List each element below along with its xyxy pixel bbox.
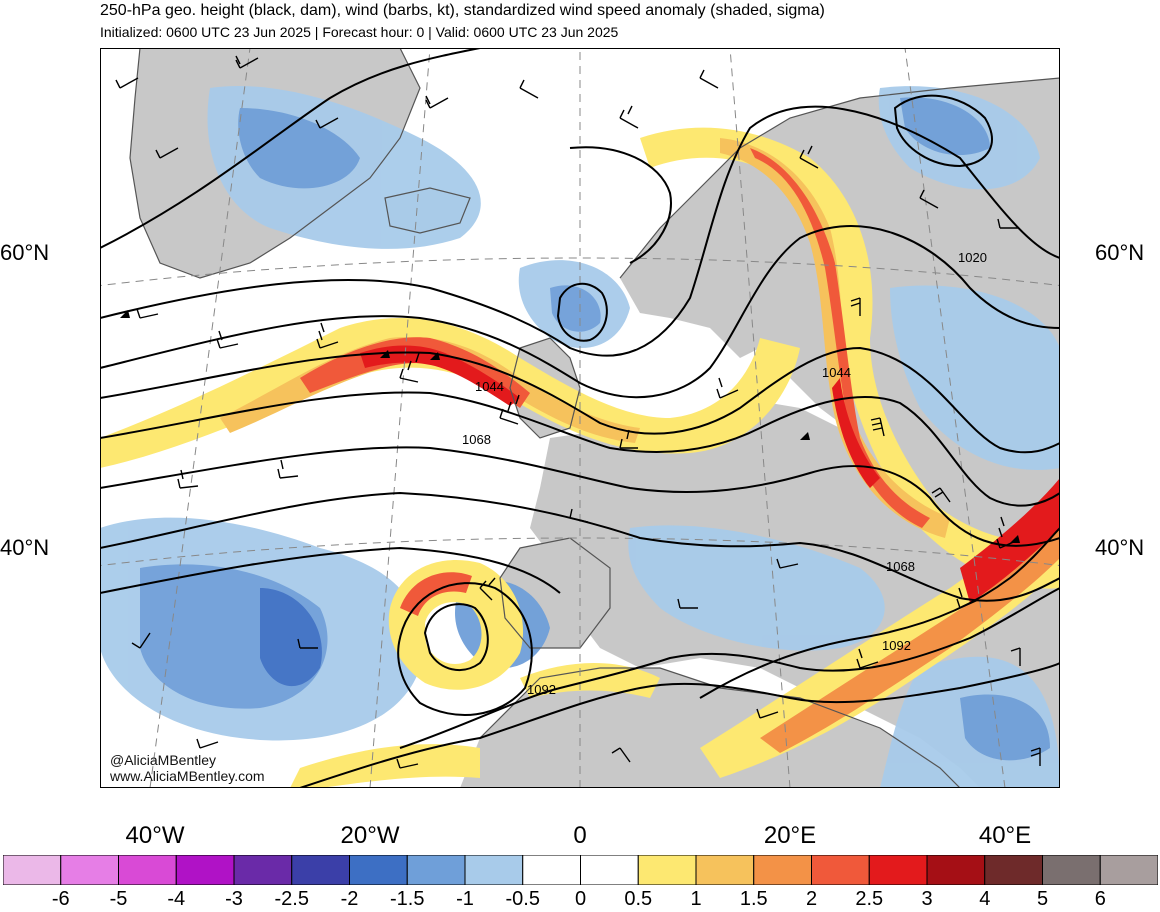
atlantic-jet-max	[360, 345, 520, 406]
colorbar-tick-label: -3	[225, 888, 243, 910]
lat-label-40n: 40°N	[0, 535, 50, 560]
colorbar-swatch	[522, 855, 581, 885]
height-contours	[100, 48, 1060, 788]
colorbar-swatch	[175, 855, 235, 885]
colorbar-swatch	[233, 855, 293, 885]
colorbar	[3, 855, 1158, 885]
coastlines	[129, 48, 1060, 788]
north-africa	[460, 668, 960, 788]
eastern-jet-mid	[760, 518, 1060, 753]
colorbar-tick-label: 2	[805, 888, 818, 910]
colorbar-tick-label: -0.5	[505, 888, 540, 910]
colorbar-swatch	[811, 855, 870, 885]
eastern-jet-outer	[700, 488, 1060, 778]
negative-anomaly-shading	[100, 86, 1060, 788]
lon-label-20e: 20°E	[763, 822, 817, 849]
colorbar-swatch	[3, 855, 62, 885]
wind-barb-flags	[120, 310, 1020, 543]
colorbar-tick-label: 1.5	[739, 888, 768, 910]
cutoff-low-ring-core	[400, 572, 472, 616]
colorbar-swatch	[695, 855, 755, 885]
colorbar-swatch	[60, 855, 119, 885]
scandinavian-jet-core	[750, 148, 930, 528]
lon-label-0: 0	[573, 822, 587, 849]
contour-label: 1092	[882, 638, 911, 653]
scandinavian-jet-max	[832, 378, 880, 488]
graticule	[100, 48, 1060, 788]
scandinavian-jet-mid	[720, 138, 950, 538]
lat-label-40n-right: 40°N	[1095, 535, 1145, 560]
colorbar-swatch	[291, 855, 350, 885]
colorbar-tick-label: 0	[574, 888, 587, 910]
colorbar-swatch	[580, 855, 639, 885]
colorbar-tick-label: -1	[456, 888, 474, 910]
contour-label: 1020	[958, 250, 987, 265]
colorbar-tick-label: -2.5	[274, 888, 309, 910]
colorbar-swatch	[984, 855, 1043, 885]
colorbar-tick-label: 5	[1036, 888, 1049, 910]
wind-barbs	[115, 55, 1041, 769]
atlantic-jet-mid	[220, 337, 640, 443]
contour-label: 1044	[822, 365, 851, 380]
gulf-band	[290, 744, 480, 788]
contour-label: 1068	[886, 559, 915, 574]
colorbar-tick-label: -6	[51, 888, 70, 910]
colorbar-swatch	[637, 855, 697, 885]
map-frame	[100, 48, 1060, 788]
chart-subtitle: Initialized: 0600 UTC 23 Jun 2025 | Fore…	[100, 24, 619, 40]
colorbar-tick-label: -1.5	[390, 888, 425, 910]
contour-label: 1068	[462, 432, 491, 447]
credit-site: www.AliciaMBentley.com	[110, 768, 265, 784]
colorbar-swatch	[406, 855, 466, 885]
colorbar-tick-label: 1	[690, 888, 702, 910]
lon-label-20w: 20°W	[340, 822, 400, 849]
colorbar-tick-label: 2.5	[855, 888, 884, 910]
colorbar-swatch	[753, 855, 812, 885]
colorbar-swatch	[349, 855, 408, 885]
colorbar-tick-label: -5	[109, 888, 128, 910]
contour-labels: 1020 1044 1044 1068 1068 1092 1092	[462, 250, 987, 697]
lon-label-40e: 40°E	[978, 822, 1032, 849]
colorbar-tick-label: -2	[340, 888, 359, 910]
colorbar-swatch	[1042, 855, 1101, 885]
colorbar-tick-label: 6	[1094, 888, 1106, 910]
colorbar-swatch	[118, 855, 177, 885]
lat-label-60n-right: 60°N	[1095, 240, 1145, 265]
colorbar-tick-label: 0.5	[624, 888, 653, 910]
eastern-jet-core	[960, 478, 1060, 603]
colorbar-tick-label: 4	[979, 888, 991, 910]
contour-label: 1044	[475, 379, 504, 394]
colorbar-tick-label: -4	[167, 888, 186, 910]
lon-label-40w: 40°W	[125, 822, 185, 849]
colorbar-tick-label: 3	[921, 888, 933, 910]
lat-label-60n: 60°N	[0, 240, 50, 265]
colorbar-swatch	[464, 855, 524, 885]
colorbar-swatch	[926, 855, 986, 885]
credit-handle: @AliciaMBentley	[110, 752, 217, 768]
scandinavian-jet-outer	[640, 127, 1060, 589]
colorbar-swatch	[1099, 855, 1158, 885]
colorbar-swatch	[868, 855, 928, 885]
contour-label: 1092	[527, 682, 556, 697]
weather-map: 1020 1044 1044 1068 1068 1092 1092	[100, 48, 1060, 788]
chart-title: 250-hPa geo. height (black, dam), wind (…	[100, 2, 825, 19]
